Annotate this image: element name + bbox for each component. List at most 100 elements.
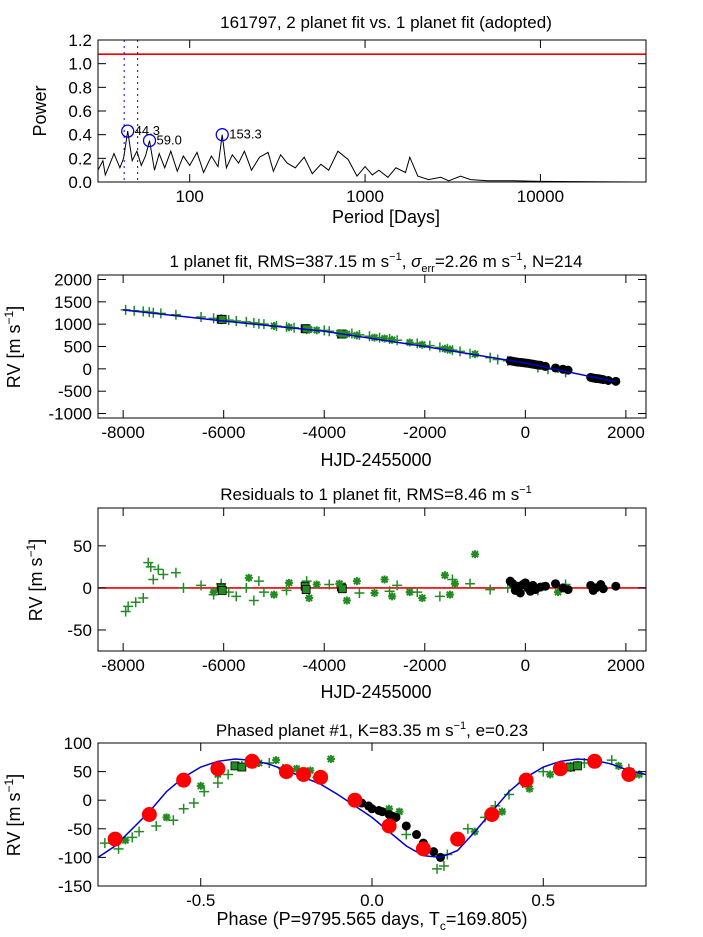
phased-plot-area [98, 753, 646, 874]
phased-plus-point [99, 838, 110, 849]
residuals-star-point [244, 573, 253, 582]
phased-circle-point [429, 847, 439, 857]
residuals-plus-point [130, 597, 141, 608]
phased-ytick-label: -50 [67, 820, 92, 839]
rv-fit-ytick-label: 1000 [54, 315, 92, 334]
residuals-star-point [342, 596, 351, 605]
phased-binned-point [484, 807, 500, 822]
phased-plus-point [178, 803, 189, 814]
periodogram-plot-area [98, 40, 646, 182]
residuals-star-point [352, 577, 361, 586]
residuals-square-point [301, 585, 311, 594]
phased-ytick-label: 0 [83, 791, 92, 810]
phased-plus-point [188, 798, 199, 809]
phased-star-point [614, 761, 623, 770]
periodogram-ytick-label: 1.2 [68, 31, 92, 50]
phased-binned-point [296, 766, 311, 782]
rv-fit-plus-point [424, 340, 435, 351]
periodogram-xtick-label: 10000 [517, 187, 564, 206]
rv-fit-ytick-label: -1000 [49, 405, 92, 424]
periodogram-xtick-label: 100 [176, 187, 204, 206]
residuals-ylabel: RV [m s−1] [24, 539, 46, 621]
rv-fit-star-point [440, 344, 449, 353]
residuals-ytick-label: -50 [67, 621, 92, 640]
residuals-plus-point [123, 601, 134, 612]
periodogram-ytick-label: 0.6 [68, 102, 92, 121]
residuals-xtick-label: 2000 [607, 656, 645, 675]
periodogram-ytick-label: 1.0 [68, 55, 92, 74]
rv-fit-plot-area [120, 304, 621, 386]
periodogram-line [98, 131, 646, 182]
phased-plus-point [401, 829, 412, 840]
rv-fit-xlabel: HJD-2455000 [320, 450, 431, 470]
residuals-star-point [335, 579, 344, 588]
residuals-square-point [337, 584, 347, 594]
residuals-circle-point [540, 581, 550, 591]
phased-star-point [498, 807, 507, 816]
phased-star-point [292, 764, 301, 773]
phased-binned-point [450, 831, 466, 847]
peak-label: 44.3 [135, 123, 160, 138]
phased-star-point [272, 756, 281, 765]
rv-fit-star-point [388, 335, 397, 344]
rv-fit-plus-point [241, 316, 252, 327]
residuals-plus-point [178, 582, 189, 593]
phased-binned-point [381, 818, 397, 834]
peak-label: 153.3 [229, 127, 262, 142]
phased-ytick-label: 100 [64, 734, 92, 753]
residuals-plus-point [485, 584, 496, 595]
periodogram-ylabel: Power [30, 85, 50, 136]
residuals-star-point [305, 594, 314, 603]
phased-binned-point [518, 772, 534, 788]
phased-binned-point [347, 792, 363, 808]
phased-xtick-label: 0.0 [360, 891, 384, 910]
periodogram-xtick-label: 1000 [346, 187, 384, 206]
rv-fit-ytick-label: 500 [64, 338, 92, 357]
residuals-star-point [370, 588, 379, 597]
phased-binned-point [210, 761, 226, 777]
phased-plus-point [168, 815, 179, 826]
residuals-plus-point [281, 585, 292, 596]
periodogram-panel: 161797, 2 planet fit vs. 1 planet fit (a… [30, 13, 647, 227]
phased-star-point [121, 836, 130, 845]
residuals-xlabel: HJD-2455000 [320, 682, 431, 702]
phased-star-point [525, 784, 534, 793]
residuals-star-point [380, 575, 389, 584]
phased-circle-point [367, 804, 377, 814]
rv-fit-ytick-label: 1500 [54, 293, 92, 312]
phased-binned-point [244, 753, 260, 769]
phased-ytick-label: 50 [73, 763, 92, 782]
rv-fit-square-point [217, 315, 227, 324]
residuals-star-point [285, 578, 294, 587]
phased-binned-point [552, 761, 568, 777]
residuals-circle-point [563, 585, 573, 595]
rv-fit-xtick-label: -8000 [101, 423, 144, 442]
phased-plus-point [127, 832, 138, 843]
phased-ytick-label: -150 [58, 877, 92, 896]
residuals-star-point [209, 588, 218, 597]
phased-star-point [196, 781, 205, 790]
residuals-star-point [312, 580, 321, 589]
periodogram-ytick-label: 0.0 [68, 173, 92, 192]
residuals-panel: Residuals to 1 planet fit, RMS=8.46 m s−… [24, 484, 647, 702]
phased-binned-point [587, 753, 603, 769]
residuals-title: Residuals to 1 planet fit, RMS=8.46 m s−… [220, 484, 532, 504]
peak-label: 59.0 [157, 133, 182, 148]
residuals-plot-frame [97, 507, 647, 652]
residuals-plus-point [145, 561, 156, 572]
rv-fit-circle-point [563, 365, 573, 375]
phased-plus-point [223, 769, 234, 780]
phased-xtick-label: -0.5 [186, 891, 215, 910]
rv-fit-ytick-label: -500 [58, 382, 92, 401]
peak-marker [215, 128, 229, 142]
phased-star-point [306, 766, 315, 775]
rv-fit-ytick-label: 2000 [54, 270, 92, 289]
rv-fit-circle-point [540, 361, 550, 371]
residuals-xtick-label: -6000 [202, 656, 245, 675]
phased-xtick-label: 0.5 [531, 891, 555, 910]
phased-star-point [546, 770, 555, 779]
phased-title: Phased planet #1, K=83.35 m s−1, e=0.23 [216, 720, 528, 740]
residuals-xtick-label: -4000 [302, 656, 345, 675]
residuals-xtick-label: 0 [521, 656, 530, 675]
